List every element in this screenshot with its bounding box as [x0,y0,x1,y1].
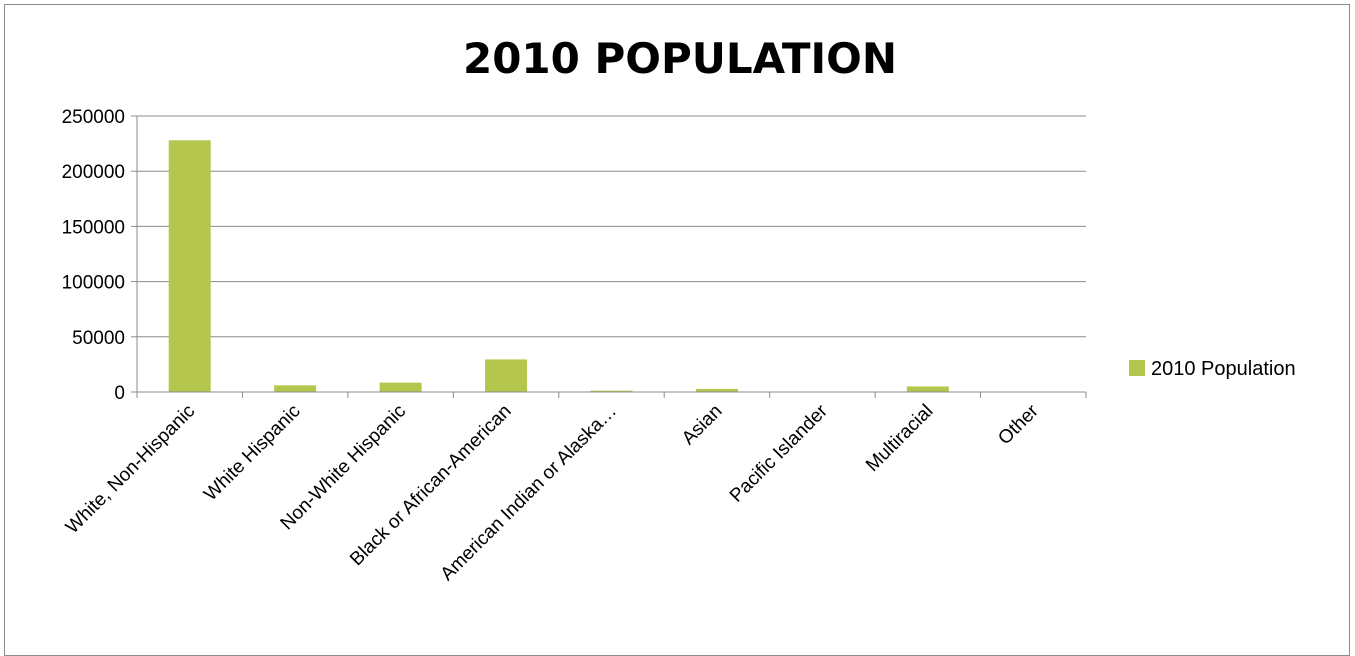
x-category-label: American Indian or Alaska… [437,401,621,585]
bar [169,140,211,392]
y-tick-label: 200000 [62,162,125,183]
y-tick-label: 150000 [62,217,125,238]
gridlines [137,116,1086,392]
y-axis-ticks: 0 50000 100000 150000 200000 250000 [62,107,137,404]
x-axis [137,116,1086,398]
y-tick-label: 250000 [62,107,125,128]
x-category-label: Asian [678,401,726,449]
x-category-label: White Hispanic [200,401,304,505]
legend-label: 2010 Population [1151,358,1296,380]
x-category-label: Other [994,400,1043,449]
x-category-label: Pacific Islander [726,400,832,506]
y-tick-label: 50000 [72,328,125,349]
bar [380,383,422,392]
bars [169,140,1055,392]
x-category-label: White, Non-Hispanic [62,401,199,538]
x-category-label: Multiracial [862,401,937,476]
y-tick-label: 100000 [62,273,125,294]
bar [907,386,949,392]
bar [485,359,527,392]
legend: 2010 Population [1129,358,1296,380]
legend-swatch [1129,360,1145,376]
bar [274,385,316,392]
y-tick-label: 0 [114,383,125,404]
chart-title: 2010 POPULATION [463,34,897,83]
